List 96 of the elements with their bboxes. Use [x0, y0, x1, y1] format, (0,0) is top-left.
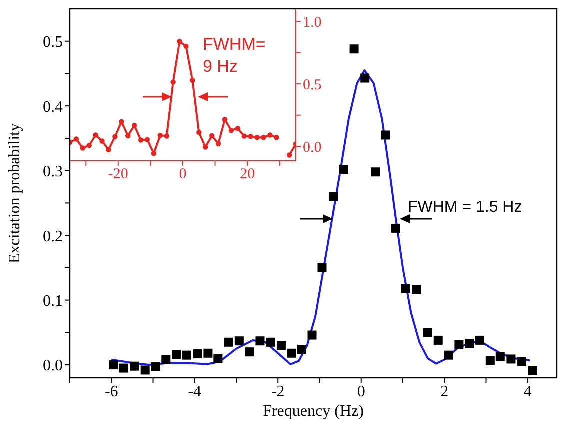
point: [224, 338, 234, 347]
point: [266, 338, 276, 347]
point: [151, 151, 157, 156]
point: [158, 133, 163, 138]
point: [434, 336, 443, 345]
point: [475, 336, 484, 345]
y-tick-label: 0.0: [43, 358, 63, 375]
point: [465, 339, 474, 348]
point: [318, 263, 327, 272]
point: [339, 165, 348, 174]
point: [119, 119, 124, 124]
point: [138, 138, 144, 143]
point: [222, 116, 228, 122]
y-axis-title: Excitation probability: [6, 124, 24, 264]
point: [184, 44, 189, 50]
point: [276, 341, 286, 350]
point: [381, 130, 390, 140]
point: [308, 330, 317, 340]
point: [391, 224, 400, 233]
x-tick-label: -2: [271, 383, 285, 400]
point: [297, 345, 306, 354]
point: [216, 141, 222, 146]
y-tick-label: 1.0: [303, 14, 322, 31]
point: [360, 74, 370, 83]
x-tick-label: -6: [104, 383, 118, 400]
point: [274, 135, 280, 140]
point: [371, 168, 380, 177]
point: [203, 144, 208, 150]
point: [245, 348, 254, 357]
y-tick-label: 0.3: [43, 164, 63, 181]
annotation: FWHM = 1.5 Hz: [408, 199, 522, 216]
point: [486, 356, 495, 366]
point: [196, 130, 202, 136]
point: [412, 285, 422, 294]
point: [350, 44, 359, 54]
annotation: FWHM= 9 Hz: [203, 35, 266, 76]
point: [170, 80, 176, 85]
y-tick-label: 0.5: [43, 34, 63, 52]
point: [190, 78, 196, 84]
point: [177, 38, 182, 44]
point: [93, 132, 98, 138]
x-axis-title: Frequency (Hz): [263, 403, 364, 420]
point: [209, 133, 215, 138]
point: [74, 136, 80, 142]
point: [423, 328, 432, 338]
point: [261, 135, 266, 140]
point: [401, 284, 410, 294]
point: [328, 192, 338, 202]
point: [106, 147, 112, 152]
x-tick-label: -20: [108, 166, 128, 183]
point: [164, 134, 170, 139]
point: [496, 352, 505, 362]
point: [182, 350, 192, 360]
point: [235, 126, 240, 132]
y-tick-label: 0.4: [43, 98, 63, 116]
point: [132, 122, 138, 128]
x-tick-label: 20: [240, 166, 256, 183]
point: [144, 137, 150, 142]
point: [268, 132, 273, 138]
point: [80, 146, 86, 151]
point: [242, 134, 247, 139]
x-tick-label: 4: [524, 383, 532, 400]
point: [140, 366, 150, 375]
point: [234, 336, 244, 346]
point: [204, 348, 213, 358]
x-tick-label: 0: [357, 383, 366, 400]
point: [518, 357, 527, 366]
x-tick-label: 0: [179, 166, 187, 183]
point: [86, 143, 92, 148]
point: [454, 340, 464, 350]
point: [287, 348, 296, 358]
x-tick-label: 2: [440, 383, 449, 400]
point: [528, 366, 538, 376]
point: [162, 355, 171, 364]
point: [193, 350, 202, 359]
point: [254, 135, 260, 140]
point: [126, 133, 131, 138]
y-tick-label: 0.5: [303, 77, 322, 94]
point: [112, 134, 118, 140]
y-tick-label: 0.1: [43, 292, 63, 310]
point: [119, 364, 128, 373]
point: [444, 350, 454, 360]
point: [151, 362, 160, 372]
y-tick-label: 0.2: [43, 228, 63, 246]
point: [248, 134, 254, 140]
point: [172, 350, 182, 360]
point: [214, 354, 223, 364]
x-tick-label: -4: [188, 383, 202, 400]
point: [256, 336, 265, 346]
point: [286, 152, 292, 158]
point: [109, 360, 118, 370]
point: [100, 138, 105, 144]
point: [506, 354, 516, 364]
point: [228, 128, 234, 134]
point: [130, 362, 140, 371]
y-tick-label: 0.0: [303, 140, 322, 156]
